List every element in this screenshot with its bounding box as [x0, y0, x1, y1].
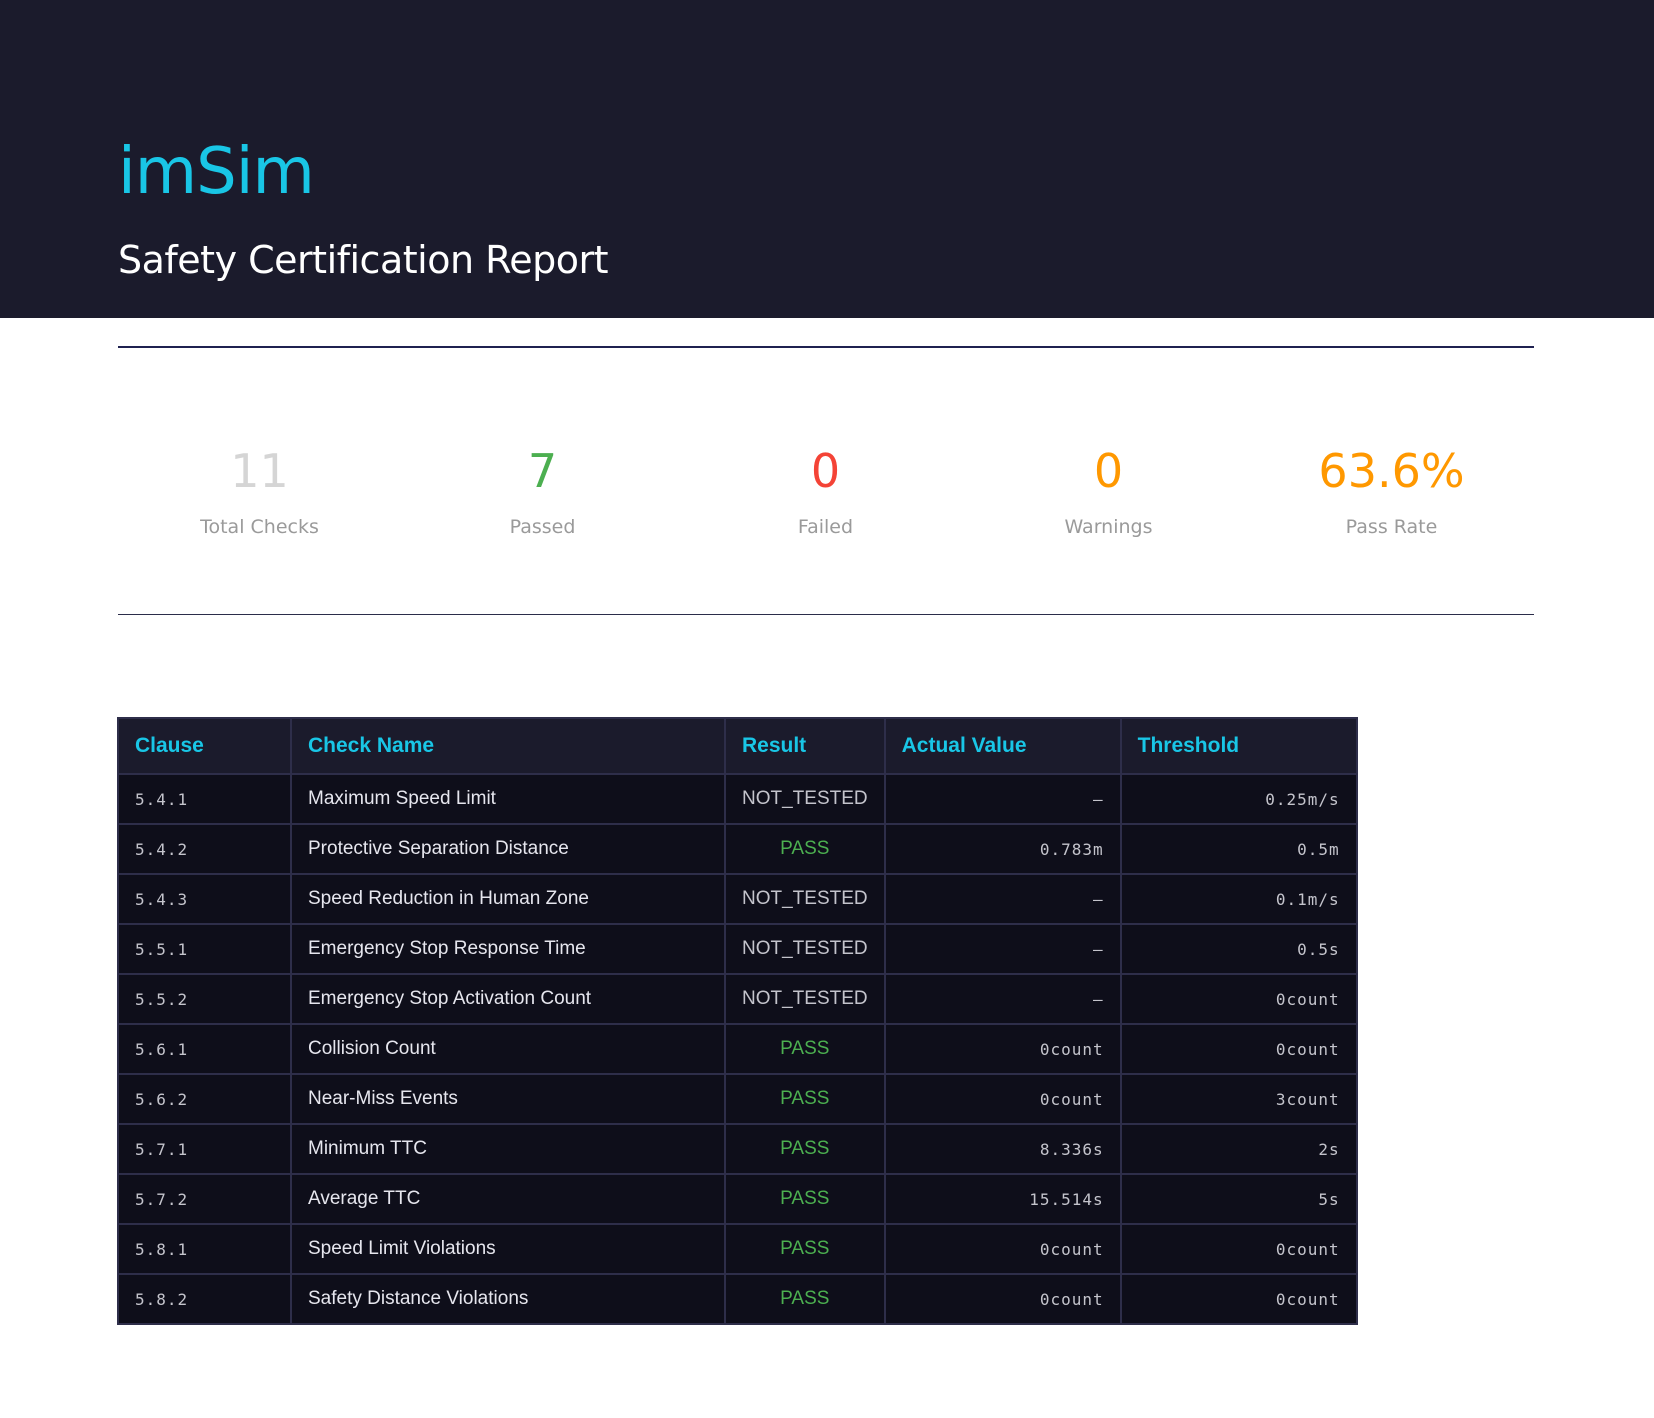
- stat-value: 63.6%: [1318, 444, 1465, 498]
- stat-total-checks: 11 Total Checks: [118, 440, 401, 540]
- cell-result: NOT_TESTED: [724, 873, 886, 925]
- stat-label: Total Checks: [200, 516, 319, 538]
- cell-result: PASS: [724, 823, 886, 875]
- cell-threshold: 0.5m: [1119, 823, 1358, 875]
- column-header-check-name: Check Name: [290, 717, 726, 775]
- cell-result: NOT_TESTED: [724, 773, 886, 825]
- table-row: 5.4.2 Protective Separation Distance PASS 0…: [117, 823, 1358, 875]
- stat-value: 0: [1093, 444, 1124, 498]
- cell-clause: 5.4.1: [117, 773, 292, 825]
- cell-check-name: Speed Reduction in Human Zone: [290, 873, 726, 925]
- cell-actual-value: –: [883, 923, 1122, 975]
- cell-check-name: Safety Distance Violations: [290, 1273, 726, 1325]
- cell-clause: 5.7.1: [117, 1123, 292, 1175]
- brand-logo-text: imSim: [118, 135, 315, 209]
- cell-actual-value: 0count: [883, 1023, 1122, 1075]
- cell-clause: 5.8.1: [117, 1223, 292, 1275]
- table-row: 5.8.2 Safety Distance Violations PASS 0coun…: [117, 1273, 1358, 1325]
- cell-threshold: 0count: [1119, 1223, 1358, 1275]
- stat-value: 7: [527, 444, 558, 498]
- cell-clause: 5.7.2: [117, 1173, 292, 1225]
- cell-actual-value: 0count: [883, 1073, 1122, 1125]
- stat-failed: 0 Failed: [684, 440, 967, 540]
- cell-actual-value: 0count: [883, 1223, 1122, 1275]
- cell-clause: 5.8.2: [117, 1273, 292, 1325]
- column-header-result: Result: [724, 717, 886, 775]
- summary-stats: 11 Total Checks 7 Passed 0 Failed 0 Warn…: [118, 440, 1534, 550]
- cell-clause: 5.6.1: [117, 1023, 292, 1075]
- cell-check-name: Minimum TTC: [290, 1123, 726, 1175]
- stat-passed: 7 Passed: [401, 440, 684, 540]
- cell-check-name: Emergency Stop Response Time: [290, 923, 726, 975]
- cell-clause: 5.5.2: [117, 973, 292, 1025]
- table-row: 5.7.2 Average TTC PASS 15.514s 5s: [117, 1173, 1358, 1225]
- stat-warnings: 0 Warnings: [967, 440, 1250, 540]
- cell-actual-value: –: [883, 973, 1122, 1025]
- cell-clause: 5.4.3: [117, 873, 292, 925]
- cell-clause: 5.5.1: [117, 923, 292, 975]
- cell-check-name: Average TTC: [290, 1173, 726, 1225]
- cell-threshold: 0.5s: [1119, 923, 1358, 975]
- cell-threshold: 0count: [1119, 1023, 1358, 1075]
- cell-actual-value: 15.514s: [883, 1173, 1122, 1225]
- column-header-actual-value: Actual Value: [883, 717, 1122, 775]
- table-row: 5.4.3 Speed Reduction in Human Zone NOT_TE…: [117, 873, 1358, 925]
- cell-clause: 5.4.2: [117, 823, 292, 875]
- table-row: 5.8.1 Speed Limit Violations PASS 0count 0co…: [117, 1223, 1358, 1275]
- cell-threshold: 0.25m/s: [1119, 773, 1358, 825]
- table-row: 5.5.2 Emergency Stop Activation Count NOT_…: [117, 973, 1358, 1025]
- cell-check-name: Emergency Stop Activation Count: [290, 973, 726, 1025]
- report-title: Safety Certification Report: [118, 238, 609, 282]
- cell-actual-value: 0.783m: [883, 823, 1122, 875]
- report-header: imSim Safety Certification Report: [0, 0, 1654, 318]
- stat-pass-rate: 63.6% Pass Rate: [1250, 440, 1533, 540]
- stat-label: Passed: [509, 516, 576, 538]
- column-header-clause: Clause: [117, 717, 292, 775]
- stat-label: Warnings: [1064, 516, 1153, 538]
- cell-threshold: 3count: [1119, 1073, 1358, 1125]
- divider-bottom: [118, 614, 1534, 615]
- results-table-wrapper: Clause Check Name Result Actual Value Th…: [117, 717, 1358, 1325]
- stat-label: Failed: [797, 516, 854, 538]
- cell-threshold: 0count: [1119, 1273, 1358, 1325]
- cell-check-name: Protective Separation Distance: [290, 823, 726, 875]
- cell-actual-value: 8.336s: [883, 1123, 1122, 1175]
- cell-threshold: 0.1m/s: [1119, 873, 1358, 925]
- column-header-threshold: Threshold: [1119, 717, 1358, 775]
- cell-actual-value: 0count: [883, 1273, 1122, 1325]
- cell-result: PASS: [724, 1073, 886, 1125]
- table-header-row: Clause Check Name Result Actual Value Th…: [117, 717, 1358, 775]
- cell-result: PASS: [724, 1023, 886, 1075]
- cell-actual-value: –: [883, 773, 1122, 825]
- table-row: 5.7.1 Minimum TTC PASS 8.336s 2s: [117, 1123, 1358, 1175]
- cell-result: NOT_TESTED: [724, 973, 886, 1025]
- cell-check-name: Speed Limit Violations: [290, 1223, 726, 1275]
- results-table: Clause Check Name Result Actual Value Th…: [117, 717, 1358, 1325]
- table-row: 5.5.1 Emergency Stop Response Time NOT_TES…: [117, 923, 1358, 975]
- cell-result: PASS: [724, 1123, 886, 1175]
- cell-threshold: 0count: [1119, 973, 1358, 1025]
- divider-top: [118, 346, 1534, 348]
- cell-actual-value: –: [883, 873, 1122, 925]
- stat-label: Pass Rate: [1345, 516, 1438, 538]
- cell-check-name: Maximum Speed Limit: [290, 773, 726, 825]
- stat-value: 11: [230, 444, 289, 498]
- cell-result: PASS: [724, 1273, 886, 1325]
- cell-threshold: 5s: [1119, 1173, 1358, 1225]
- cell-result: PASS: [724, 1223, 886, 1275]
- cell-result: PASS: [724, 1173, 886, 1225]
- cell-check-name: Collision Count: [290, 1023, 726, 1075]
- table-body: 5.4.1 Maximum Speed Limit NOT_TESTED –0.25m…: [117, 773, 1358, 1325]
- cell-check-name: Near-Miss Events: [290, 1073, 726, 1125]
- cell-clause: 5.6.2: [117, 1073, 292, 1125]
- cell-threshold: 2s: [1119, 1123, 1358, 1175]
- cell-result: NOT_TESTED: [724, 923, 886, 975]
- table-row: 5.6.1 Collision Count PASS 0count 0count: [117, 1023, 1358, 1075]
- table-row: 5.4.1 Maximum Speed Limit NOT_TESTED –0.25m…: [117, 773, 1358, 825]
- table-row: 5.6.2 Near-Miss Events PASS 0count 3count: [117, 1073, 1358, 1125]
- stat-value: 0: [810, 444, 841, 498]
